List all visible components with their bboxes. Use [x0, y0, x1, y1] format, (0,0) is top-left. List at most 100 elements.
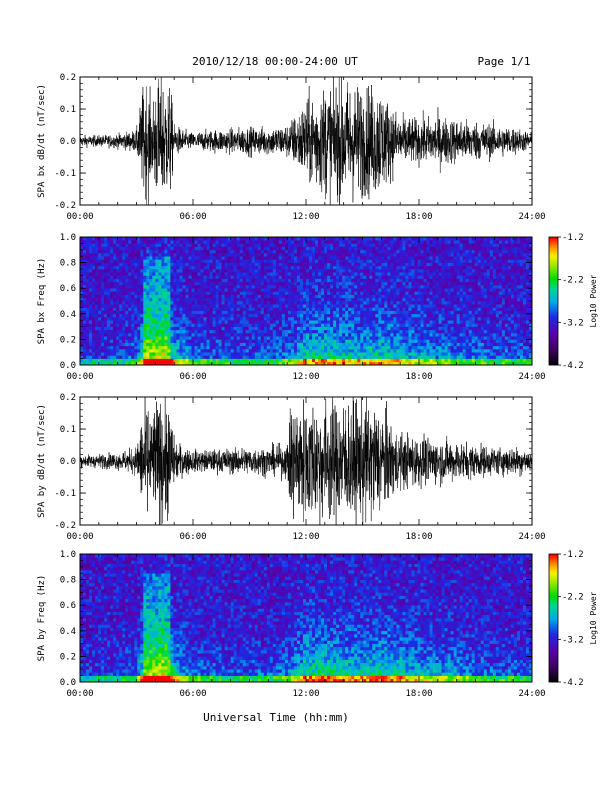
- spectrogram-cell: [242, 317, 247, 321]
- spectrogram-cell: [224, 269, 228, 273]
- spectrogram-cell: [254, 256, 259, 260]
- spectrogram-cell: [119, 323, 123, 327]
- spectrogram-cell: [293, 326, 298, 331]
- spectrogram-cell: [378, 317, 382, 321]
- spectrogram-cell: [387, 317, 391, 321]
- spectrogram-cell: [366, 310, 370, 315]
- spectrogram-cell: [402, 281, 406, 286]
- spectrogram-cell: [185, 361, 189, 366]
- spectrogram-cell: [140, 278, 144, 283]
- spectrogram-cell: [101, 281, 105, 286]
- spectrogram-cell: [348, 253, 352, 257]
- spectrogram-cell: [110, 320, 114, 324]
- spectrogram-cell: [372, 265, 376, 270]
- spectrogram-cell: [441, 361, 445, 366]
- spectrogram-cell: [336, 240, 340, 244]
- spectrogram-cell: [348, 297, 352, 302]
- spectrogram-cell: [209, 275, 213, 279]
- spectrogram-cell: [164, 307, 168, 311]
- spectrogram-cell: [342, 313, 346, 318]
- spectrogram-cell: [152, 345, 156, 350]
- spectrogram-cell: [360, 237, 364, 241]
- spectrogram-cell: [405, 249, 409, 254]
- spectrogram-cell: [296, 265, 301, 270]
- spectrogram-cell: [435, 313, 439, 318]
- spectrogram-cell: [318, 323, 322, 327]
- spectrogram-cell: [104, 253, 108, 257]
- spectrogram-cell: [107, 336, 111, 340]
- spectrogram-cell: [206, 246, 210, 251]
- spectrogram-cell: [248, 288, 253, 292]
- spectrogram-cell: [302, 317, 307, 321]
- spectrogram-cell: [131, 349, 135, 353]
- spectrogram-cell: [324, 291, 328, 295]
- spectrogram-cell: [170, 333, 174, 337]
- spectrogram-cell: [188, 291, 192, 295]
- spectrogram-cell: [221, 336, 225, 340]
- spectrogram-cell: [179, 253, 183, 257]
- spectrogram-cell: [86, 310, 90, 315]
- spectrogram-cell: [330, 259, 334, 263]
- spectrogram-cell: [299, 269, 304, 273]
- spectrogram-cell: [435, 361, 439, 366]
- spectrogram-cell: [381, 349, 385, 353]
- spectrogram-cell: [242, 342, 247, 347]
- spectrogram-cell: [215, 358, 219, 363]
- spectrogram-cell: [420, 320, 424, 324]
- spectrogram-cell: [236, 342, 240, 347]
- spectrogram-cell: [143, 361, 147, 366]
- spectrogram-cell: [333, 301, 337, 305]
- spectrogram-cell: [378, 285, 382, 289]
- spectrogram-cell: [366, 317, 370, 321]
- spectrogram-cell: [104, 333, 108, 337]
- spectrogram-cell: [272, 262, 277, 267]
- spectrogram-cell: [194, 256, 198, 260]
- spectrogram-cell: [278, 358, 283, 363]
- spectrogram-cell: [345, 281, 349, 286]
- spectrogram-cell: [408, 253, 412, 257]
- spectrogram-cell: [194, 240, 198, 244]
- spectrogram-cell: [348, 291, 352, 295]
- spectrogram-cell: [405, 253, 409, 257]
- spectrogram-cell: [215, 237, 219, 241]
- spectrogram-cell: [327, 291, 331, 295]
- spectrogram-cell: [155, 265, 159, 270]
- spectrogram-cell: [254, 323, 259, 327]
- spectrogram-cell: [155, 297, 159, 302]
- spectrogram-cell: [227, 275, 231, 279]
- spectrogram-cell: [339, 307, 343, 311]
- spectrogram-cell: [272, 249, 277, 254]
- spectrogram-cell: [290, 269, 295, 273]
- spectrogram-cell: [263, 246, 268, 251]
- spectrogram-cell: [161, 310, 165, 315]
- spectrogram-cell: [200, 313, 204, 318]
- spectrogram-cell: [369, 352, 373, 356]
- spectrogram-cell: [414, 243, 418, 247]
- spectrogram-cell: [212, 313, 216, 318]
- spectrogram-cell: [423, 329, 427, 334]
- spectrogram-cell: [164, 304, 168, 308]
- spectrogram-cell: [182, 345, 186, 350]
- spectrogram-cell: [354, 345, 358, 350]
- spectrogram-cell: [245, 326, 250, 331]
- spectrogram-cell: [318, 259, 322, 263]
- spectrogram-cell: [423, 249, 427, 254]
- spectrogram-cell: [302, 291, 307, 295]
- spectrogram-cell: [194, 278, 198, 283]
- spectrogram-cell: [251, 358, 256, 363]
- spectrogram-cell: [242, 253, 247, 257]
- spectrogram-cell: [191, 249, 195, 254]
- spectrogram-cell: [287, 240, 292, 244]
- spectrogram-cell: [296, 275, 301, 279]
- spectrogram-cell: [182, 329, 186, 334]
- spectrogram-cell: [83, 285, 87, 289]
- spectrogram-cell: [92, 272, 96, 276]
- spectrogram-cell: [330, 349, 334, 353]
- spectrogram-cell: [227, 326, 231, 331]
- spectrogram-cell: [233, 336, 237, 340]
- spectrogram-cell: [278, 256, 283, 260]
- spectrogram-cell: [254, 269, 259, 273]
- spectrogram-cell: [254, 253, 259, 257]
- spectrogram-cell: [98, 275, 102, 279]
- spectrogram-cell: [170, 320, 174, 324]
